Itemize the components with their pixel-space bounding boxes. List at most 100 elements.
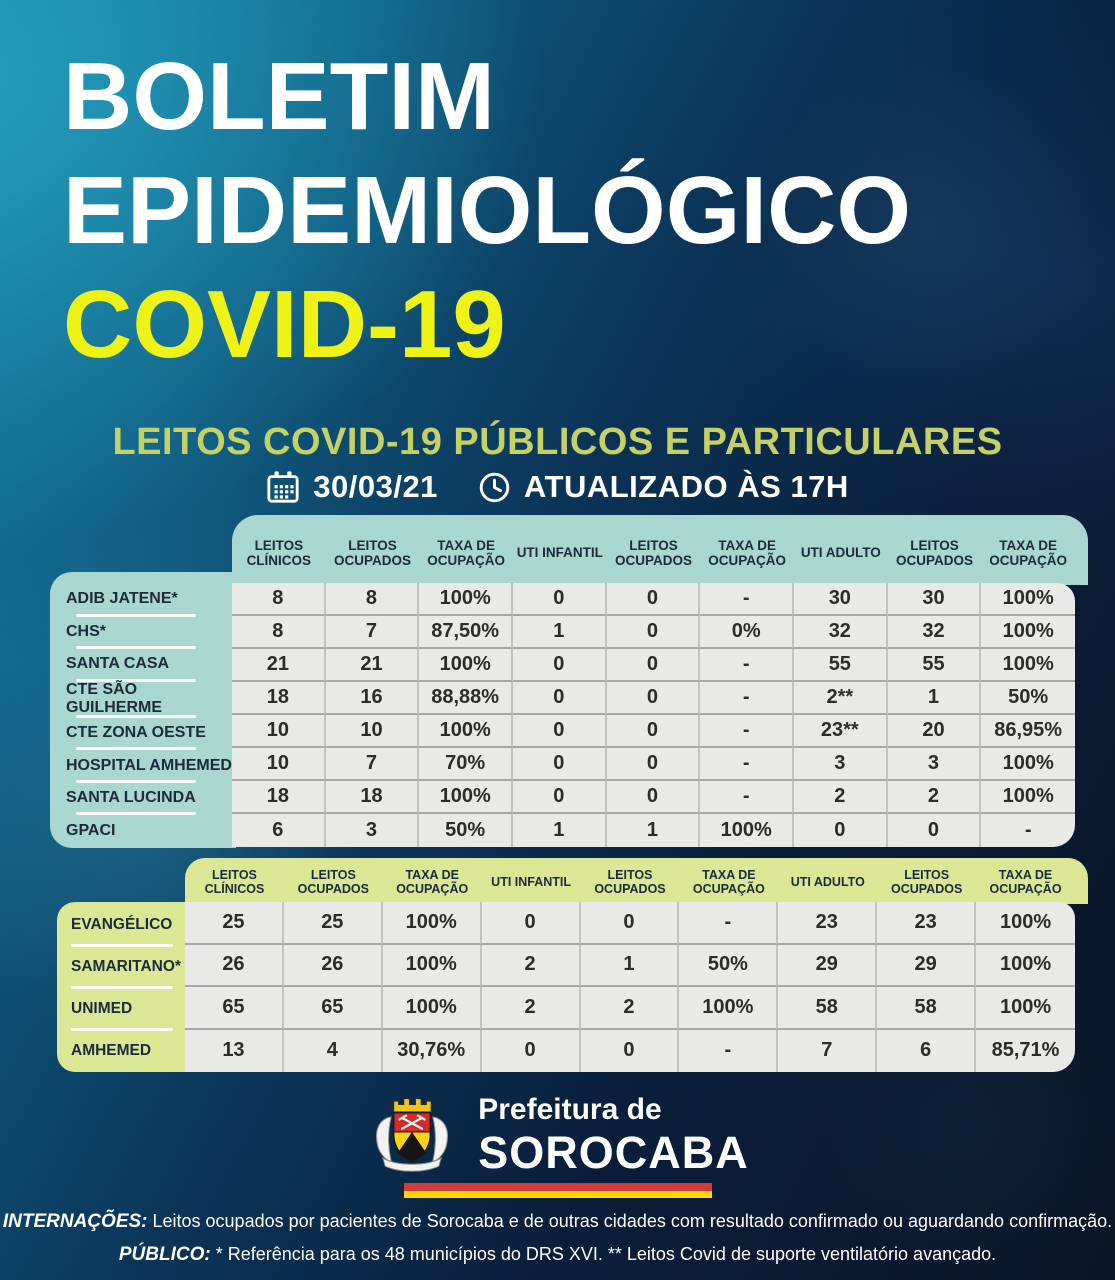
title-line-covid19: COVID-19	[63, 271, 506, 378]
sorocaba-coat-of-arms-icon	[366, 1086, 458, 1183]
data-cell: 0	[606, 682, 701, 715]
column-header: TAXA DE OCUPAÇÃO	[692, 868, 765, 896]
logo-sorocaba: SOROCABA	[478, 1126, 749, 1178]
data-cell: 23**	[793, 715, 888, 748]
data-cell: 0	[606, 748, 701, 781]
data-cell: 1	[607, 814, 701, 847]
footer-text-publico: * Referência para os 48 municípios do DR…	[210, 1244, 997, 1264]
row-label: GPACI	[66, 821, 116, 839]
row-label: CTE SÃO GUILHERME	[50, 681, 236, 718]
data-cell: 0	[606, 583, 701, 616]
data-cell: 7	[778, 1029, 878, 1072]
data-cell: 2	[481, 944, 581, 987]
data-cell: 65	[283, 987, 383, 1030]
public-table-header-row: LEITOS CLÍNICOS LEITOS OCUPADOS TAXA DE OC…	[232, 515, 1088, 585]
data-cell: 21	[232, 649, 326, 682]
data-cell: 100%	[976, 987, 1075, 1030]
column-header: TAXA DE OCUPAÇÃO	[427, 537, 506, 568]
data-cell: 1	[887, 682, 982, 715]
row-label: CHS*	[50, 616, 236, 649]
data-cell: 55	[793, 649, 888, 682]
footer-label-internacoes: INTERNAÇÕES:	[2, 1211, 148, 1232]
column-header: UTI INFANTIL	[516, 545, 603, 561]
row-label: SANTA CASA	[50, 648, 236, 682]
data-cell: -	[700, 781, 794, 814]
column-header: UTI ADULTO	[790, 875, 865, 889]
data-cell: 25	[185, 902, 284, 945]
data-cell: 6	[877, 1029, 977, 1072]
data-cell: 29	[778, 944, 878, 987]
column-header: LEITOS OCUPADOS	[594, 868, 666, 896]
data-cell: 20	[887, 715, 982, 748]
title-line-boletim: BOLETIM	[63, 43, 495, 150]
data-cell: 13	[185, 1029, 284, 1072]
data-cell: 16	[325, 682, 420, 715]
private-hospitals-table: LEITOS CLÍNICOS LEITOS OCUPADOS TAXA DE OC…	[50, 858, 1088, 1072]
city-hall-logo: Prefeitura de SOROCABA	[0, 1086, 1115, 1183]
data-cell: 18	[232, 682, 326, 715]
flag-stripe-yellow	[403, 1191, 712, 1198]
logo-prefeitura-de: Prefeitura de	[478, 1092, 662, 1126]
data-cell: 7	[325, 748, 420, 781]
data-cell: 0	[512, 583, 607, 616]
column-header: LEITOS CLÍNICOS	[246, 537, 312, 568]
data-cell: 1	[512, 616, 607, 649]
data-cell: 88,88%	[419, 682, 513, 715]
data-cell: -	[700, 682, 794, 715]
data-cell: 100%	[382, 987, 482, 1030]
column-header: UTI ADULTO	[800, 545, 881, 561]
data-cell: 18	[325, 781, 420, 814]
flag-stripe-red	[403, 1183, 712, 1191]
data-cell: 100%	[700, 814, 794, 847]
data-cell: 30	[887, 583, 982, 616]
data-cell: 7	[325, 616, 420, 649]
data-cell: 0	[512, 715, 607, 748]
footer-line-publico: PÚBLICO: * Referência para os 48 municíp…	[0, 1238, 1115, 1271]
clock-icon	[478, 471, 511, 504]
data-cell: 70%	[419, 748, 513, 781]
data-cell: 86,95%	[981, 715, 1075, 748]
data-cell: 0	[580, 902, 680, 945]
data-cell: 58	[877, 987, 977, 1030]
data-cell: 100%	[419, 649, 513, 682]
title-line-epidemiologico: EPIDEMIOLÓGICO	[63, 157, 912, 264]
data-cell: 0	[581, 1029, 680, 1072]
column-header: UTI INFANTIL	[491, 875, 572, 889]
row-label: ADIB JATENE*	[50, 583, 236, 617]
data-cell: 26	[185, 944, 284, 987]
public-table-data-panel: 8 8 100% 0 0-30 30 100% 8 7 87,50% 1 0 0% 32 32 100% 21 2…	[232, 583, 1075, 847]
data-cell: 3	[887, 748, 982, 781]
data-cell: 2	[481, 987, 581, 1030]
data-cell: 50%	[679, 944, 779, 987]
column-header: LEITOS OCUPADOS	[895, 537, 973, 568]
data-cell: 8	[232, 616, 326, 649]
data-cell: 0	[888, 814, 982, 847]
date-row: 30/03/21 ATUALIZADO ÀS 17H	[0, 469, 1115, 505]
data-cell: 2	[580, 987, 680, 1030]
data-cell: 23	[877, 902, 977, 945]
row-label: SANTA LUCINDA	[50, 782, 236, 816]
data-cell: 87,50%	[419, 616, 513, 649]
data-cell: 100%	[981, 616, 1075, 649]
private-table-row-labels: EVANGÉLICO SAMARITANO* UNIMED AMHEMED	[57, 902, 185, 1072]
data-cell: 85,71%	[991, 1039, 1060, 1062]
data-cell: 2**	[793, 682, 888, 715]
data-cell: 0	[794, 814, 888, 847]
column-header: TAXA DE OCUPAÇÃO	[989, 537, 1068, 568]
data-cell: 4	[284, 1029, 383, 1072]
data-cell: 100%	[419, 715, 513, 748]
data-cell: 29	[877, 944, 977, 987]
data-cell: 0	[606, 649, 701, 682]
data-cell: 0	[606, 616, 701, 649]
data-cell: 10	[325, 715, 420, 748]
footer-notes: INTERNAÇÕES: Leitos ocupados por pacient…	[0, 1205, 1115, 1271]
column-header: LEITOS OCUPADOS	[614, 537, 692, 568]
public-hospitals-table: LEITOS CLÍNICOS LEITOS OCUPADOS TAXA DE OC…	[50, 515, 1088, 848]
column-header: LEITOS CLÍNICOS	[204, 868, 265, 896]
data-cell: 100%	[419, 781, 513, 814]
row-label: CTE ZONA OESTE	[50, 717, 236, 750]
data-cell: 50%	[419, 814, 513, 847]
data-cell: 100%	[679, 987, 779, 1030]
data-cell: 0%	[700, 616, 794, 649]
